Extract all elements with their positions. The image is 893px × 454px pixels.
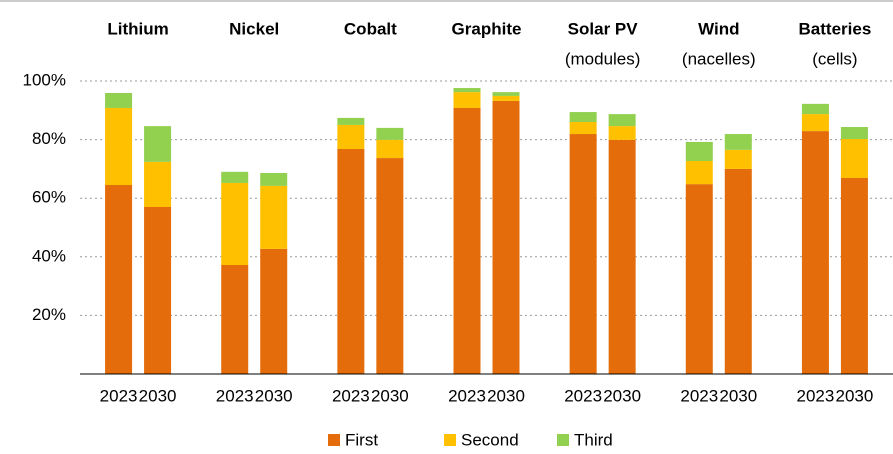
bar-segment (453, 107, 481, 375)
bar-segment (569, 134, 597, 374)
group-label: Solar PV (568, 19, 639, 38)
bar-segment (221, 171, 249, 183)
y-tick-label: 100% (23, 70, 66, 89)
x-tick-label: 2023 (100, 386, 138, 405)
legend-swatch (328, 434, 340, 446)
group-label: Nickel (229, 19, 279, 38)
bar-segment (376, 139, 404, 159)
bar-segment (144, 206, 172, 374)
x-tick-label: 2030 (603, 386, 641, 405)
bar-segment (685, 184, 713, 374)
bar-segment (492, 92, 520, 96)
bar-segment (144, 126, 172, 162)
x-tick-label: 2023 (332, 386, 370, 405)
bar-segment (840, 177, 868, 374)
bar-segment (608, 114, 636, 127)
group-label: Wind (698, 19, 739, 38)
bar-segment (105, 107, 133, 186)
x-tick-label: 2023 (797, 386, 835, 405)
group-sublabel: (nacelles) (682, 49, 756, 68)
legend-swatch (557, 434, 569, 446)
bar-segment (492, 100, 520, 374)
bar-segment (569, 122, 597, 135)
y-tick-label: 60% (32, 188, 66, 207)
bar-segment (105, 185, 133, 374)
bar-segment (453, 88, 481, 93)
group-label: Graphite (452, 19, 522, 38)
legend-swatch (444, 434, 456, 446)
bar-segment (337, 148, 365, 374)
bar-segment (337, 117, 365, 125)
legend-label: Second (461, 430, 519, 449)
bar-segment (608, 139, 636, 374)
group-label: Batteries (799, 19, 872, 38)
x-tick-label: 2030 (371, 386, 409, 405)
x-tick-label: 2023 (448, 386, 486, 405)
group-label: Cobalt (344, 19, 397, 38)
bar-segment (685, 141, 713, 161)
x-tick-label: 2030 (719, 386, 757, 405)
bar-segment (260, 173, 288, 186)
bar-segment (724, 149, 752, 169)
x-tick-label: 2030 (836, 386, 874, 405)
bar-segment (608, 126, 636, 140)
group-sublabel: (cells) (812, 49, 857, 68)
x-tick-label: 2023 (216, 386, 254, 405)
bar-segment (260, 248, 288, 374)
bar-segment (801, 103, 829, 115)
bar-segment (840, 127, 868, 140)
bar-segment (724, 168, 752, 374)
bar-segment (376, 158, 404, 374)
x-tick-label: 2030 (139, 386, 177, 405)
y-tick-label: 40% (32, 246, 66, 265)
bar-segment (221, 182, 249, 266)
y-tick-label: 20% (32, 305, 66, 324)
bar-segment (221, 265, 249, 374)
bar-segment (376, 127, 404, 140)
bar-segment (801, 131, 829, 374)
group-sublabel: (modules) (565, 49, 641, 68)
bar-segment (569, 112, 597, 123)
bar-segment (492, 95, 520, 101)
bar-segment (724, 134, 752, 150)
bar-segment (260, 185, 288, 249)
x-tick-label: 2023 (680, 386, 718, 405)
bar-segment (105, 93, 133, 108)
bar-segment (840, 139, 868, 178)
legend-label: Third (574, 430, 613, 449)
bar-segment (453, 92, 481, 108)
legend-label: First (345, 430, 378, 449)
y-tick-label: 80% (32, 129, 66, 148)
x-tick-label: 2030 (255, 386, 293, 405)
bar-segment (337, 124, 365, 149)
group-label: Lithium (107, 19, 168, 38)
bar-segment (801, 114, 829, 132)
bar-segment (685, 160, 713, 185)
x-tick-label: 2023 (564, 386, 602, 405)
bar-segment (144, 161, 172, 207)
x-tick-label: 2030 (487, 386, 525, 405)
